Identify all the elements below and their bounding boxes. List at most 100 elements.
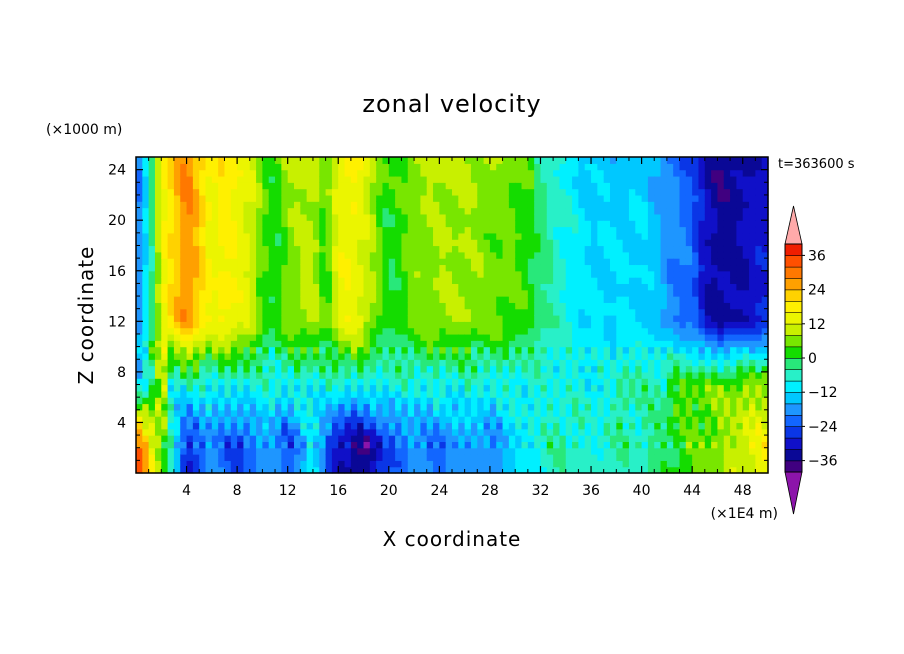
heatmap-cell [300, 428, 308, 436]
heatmap-cell [388, 245, 396, 253]
heatmap-cell [483, 441, 491, 449]
heatmap-cell [262, 251, 270, 259]
heatmap-cell [414, 346, 421, 354]
heatmap-cell [572, 270, 579, 278]
heatmap-cell [211, 245, 219, 253]
heatmap-cell [660, 327, 668, 335]
heatmap-cell [275, 289, 282, 297]
heatmap-cell [692, 302, 700, 310]
heatmap-cell [603, 447, 611, 455]
heatmap-cell [433, 416, 440, 424]
heatmap-cell [369, 270, 377, 278]
heatmap-cell [142, 296, 150, 303]
heatmap-cell [553, 239, 561, 247]
heatmap-cell [508, 226, 516, 234]
heatmap-cell [698, 352, 706, 360]
heatmap-cell [426, 384, 434, 392]
heatmap-cell [565, 302, 573, 310]
heatmap-cell [477, 422, 485, 430]
heatmap-cell [553, 346, 561, 354]
heatmap-cell [730, 321, 737, 329]
heatmap-cell [426, 220, 434, 228]
heatmap-cell [464, 302, 472, 310]
heatmap-cell [268, 226, 276, 234]
heatmap-cell [458, 163, 466, 171]
heatmap-cell [755, 188, 763, 196]
heatmap-cell [565, 220, 573, 228]
heatmap-cell [173, 333, 181, 341]
heatmap-cell [350, 302, 358, 310]
heatmap-cell [761, 441, 769, 449]
heatmap-cell [559, 397, 567, 405]
heatmap-cell [154, 296, 162, 303]
heatmap-cell [515, 207, 523, 215]
heatmap-cell [205, 258, 213, 266]
heatmap-cell [237, 239, 245, 247]
heatmap-cell [205, 207, 213, 215]
heatmap-cell [679, 239, 687, 247]
heatmap-cell [647, 435, 655, 442]
heatmap-cell [300, 409, 308, 417]
heatmap-cell [546, 371, 554, 379]
heatmap-cell [401, 397, 409, 405]
heatmap-cell [281, 447, 289, 455]
heatmap-cell [666, 226, 674, 234]
heatmap-cell [641, 352, 649, 360]
heatmap-cell [477, 435, 485, 442]
heatmap-cell [761, 390, 769, 398]
heatmap-cell [641, 454, 649, 461]
heatmap-cell [515, 378, 523, 386]
heatmap-cell [136, 346, 143, 354]
heatmap-cell [414, 403, 421, 411]
heatmap-cell [243, 321, 251, 329]
heatmap-cell [224, 340, 232, 348]
heatmap-cell [578, 403, 586, 411]
heatmap-cell [723, 175, 731, 183]
heatmap-cell [464, 359, 472, 367]
heatmap-cell [325, 371, 333, 379]
heatmap-cell [211, 289, 219, 297]
heatmap-cell [148, 460, 156, 468]
heatmap-cell [685, 384, 693, 392]
heatmap-cell [622, 213, 630, 221]
heatmap-cell [294, 283, 301, 291]
heatmap-cell [300, 340, 308, 348]
heatmap-cell [338, 163, 346, 171]
heatmap-cell [698, 390, 706, 398]
heatmap-cell [470, 422, 478, 430]
heatmap-cell [685, 378, 693, 386]
heatmap-cell [565, 207, 573, 215]
heatmap-cell [723, 194, 731, 202]
heatmap-cell [407, 403, 415, 411]
heatmap-cell [148, 428, 156, 436]
heatmap-cell [470, 207, 478, 215]
heatmap-cell [186, 169, 194, 177]
heatmap-cell [331, 359, 339, 367]
heatmap-cell [470, 397, 478, 405]
heatmap-cell [161, 371, 169, 379]
heatmap-cell [489, 163, 497, 171]
heatmap-cell [388, 283, 396, 291]
heatmap-cell [281, 213, 289, 221]
heatmap-cell [243, 251, 251, 259]
heatmap-cell [249, 416, 257, 424]
heatmap-cell [489, 340, 497, 348]
heatmap-cell [306, 289, 314, 297]
heatmap-cell [616, 283, 624, 291]
heatmap-cell [616, 251, 624, 259]
heatmap-cell [527, 163, 535, 171]
heatmap-cell [565, 201, 573, 209]
heatmap-cell [275, 365, 282, 373]
heatmap-cell [736, 188, 744, 196]
heatmap-cell [363, 308, 371, 316]
heatmap-cell [483, 321, 491, 329]
heatmap-cell [262, 296, 270, 303]
heatmap-cell [382, 397, 390, 405]
heatmap-cell [363, 226, 371, 234]
heatmap-cell [572, 460, 579, 468]
heatmap-cell [477, 163, 485, 171]
heatmap-cell [224, 169, 232, 177]
heatmap-cell [521, 245, 529, 253]
heatmap-cell [584, 422, 592, 430]
heatmap-cell [483, 409, 491, 417]
